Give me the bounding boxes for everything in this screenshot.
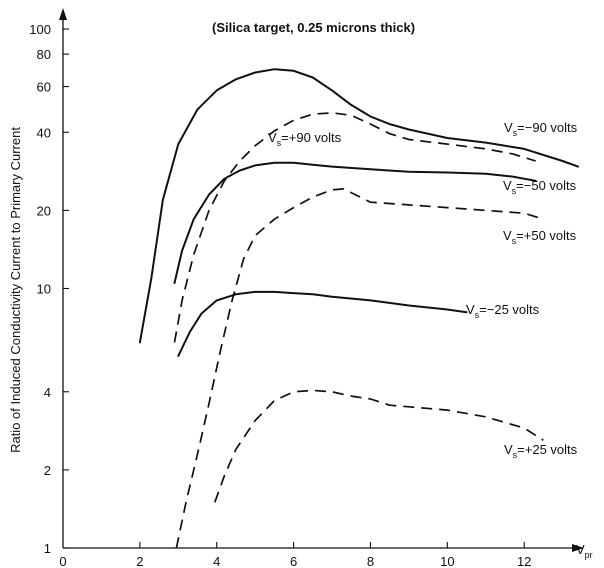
series-label-sub: s: [277, 138, 282, 148]
y-tick-label: 4: [44, 385, 51, 400]
series-label-main: V: [504, 120, 513, 135]
series-line-4: [177, 290, 468, 357]
x-tick-label: 0: [59, 554, 66, 568]
x-axis-arrow: [572, 544, 584, 552]
series-label-sub: s: [512, 236, 517, 246]
series-label-4: Vs=−25 volts: [466, 302, 540, 320]
y-tick-label: 80: [37, 47, 51, 62]
series-label-rest: =+25 volts: [517, 442, 577, 457]
series-label-sub: s: [513, 128, 518, 138]
y-tick-label: 10: [37, 282, 51, 297]
series-line-1: [173, 112, 536, 343]
series-label-rest: =+90 volts: [281, 130, 341, 145]
series-label-main: V: [466, 302, 475, 317]
series-label-main: V: [268, 130, 277, 145]
series-label-main: V: [503, 178, 512, 193]
x-axis-title: Vpr: [576, 542, 593, 560]
x-tick-label: 2: [136, 554, 143, 568]
series-label-5: Vs=+25 volts: [504, 442, 578, 460]
series-label-2: Vs=−50 volts: [503, 178, 577, 196]
chart-title: (Silica target, 0.25 microns thick): [212, 20, 415, 35]
series-label-sub: s: [513, 450, 518, 460]
y-tick-label: 100: [29, 22, 51, 37]
y-tick-label: 20: [37, 203, 51, 218]
curve-group: [138, 68, 579, 549]
series-label-sub: s: [475, 310, 480, 320]
series-line-5: [214, 389, 544, 503]
x-tick-label: 10: [440, 554, 454, 568]
x-tick-label: 12: [517, 554, 531, 568]
y-axis-title: Ratio of Induced Conductivity Current to…: [8, 127, 23, 453]
series-label-rest: =−25 volts: [479, 302, 539, 317]
y-axis-arrow: [59, 8, 67, 20]
series-line-2: [173, 161, 537, 284]
y-tick-label: 2: [44, 463, 51, 478]
series-label-rest: =+50 volts: [516, 228, 576, 243]
x-tick-label: 8: [367, 554, 374, 568]
y-tick-label: 1: [44, 541, 51, 556]
y-tick-label: 60: [37, 80, 51, 95]
series-label-main: V: [504, 442, 513, 457]
x-axis-title-main: V: [576, 542, 585, 557]
series-label-1: Vs=+90 volts: [268, 130, 342, 148]
series-label-main: V: [503, 228, 512, 243]
series-label-rest: =−90 volts: [517, 120, 577, 135]
x-axis-title-sub: pr: [585, 550, 593, 560]
series-label-0: Vs=−90 volts: [504, 120, 578, 138]
series-line-0: [138, 68, 579, 344]
series-label-sub: s: [512, 186, 517, 196]
series-label-rest: =−50 volts: [516, 178, 576, 193]
x-tick-label: 6: [290, 554, 297, 568]
series-line-3: [175, 188, 544, 549]
y-tick-label: 40: [37, 125, 51, 140]
series-label-3: Vs=+50 volts: [503, 228, 577, 246]
x-tick-label: 4: [213, 554, 220, 568]
